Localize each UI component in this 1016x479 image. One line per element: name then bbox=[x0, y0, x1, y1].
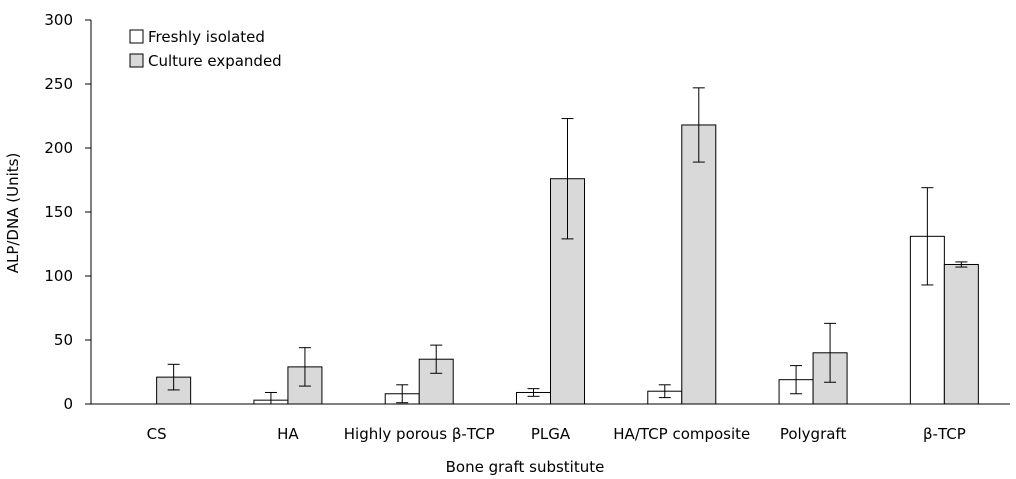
x-axis: CS HA Highly porous β-TCP PLGA HA/TCP compos… bbox=[91, 403, 1010, 443]
x-tick-label: β-TCP bbox=[923, 425, 966, 443]
y-tick-label: 0 bbox=[63, 395, 73, 413]
x-axis-title: Bone graft substitute bbox=[446, 458, 605, 476]
legend-label-culture-expanded: Culture expanded bbox=[148, 52, 282, 70]
legend-swatch-freshly-isolated bbox=[129, 29, 144, 44]
y-tick-label: 50 bbox=[54, 331, 73, 349]
x-tick-label: HA/TCP composite bbox=[613, 425, 750, 443]
error-bars bbox=[167, 87, 968, 405]
bars bbox=[156, 124, 979, 405]
x-tick-label: HA bbox=[277, 425, 299, 443]
y-axis-title: ALP/DNA (Units) bbox=[4, 153, 22, 274]
y-tick-label: 150 bbox=[44, 203, 73, 221]
bar-culture-expanded bbox=[943, 263, 979, 405]
x-tick-label: PLGA bbox=[531, 425, 571, 443]
y-tick-label: 250 bbox=[44, 75, 73, 93]
y-tick-label: 100 bbox=[44, 267, 73, 285]
y-tick-label: 300 bbox=[44, 11, 73, 29]
x-tick-label: Polygraft bbox=[780, 425, 847, 443]
y-tick-label: 200 bbox=[44, 139, 73, 157]
x-tick-label: Highly porous β-TCP bbox=[344, 425, 495, 443]
bar-culture-expanded bbox=[681, 124, 717, 405]
legend-label-freshly-isolated: Freshly isolated bbox=[148, 28, 265, 46]
legend: Freshly isolated Culture expanded bbox=[129, 28, 282, 70]
x-tick-label: CS bbox=[147, 425, 167, 443]
legend-swatch-culture-expanded bbox=[129, 53, 144, 68]
y-axis: 0 50 100 150 200 250 300 bbox=[44, 11, 92, 413]
